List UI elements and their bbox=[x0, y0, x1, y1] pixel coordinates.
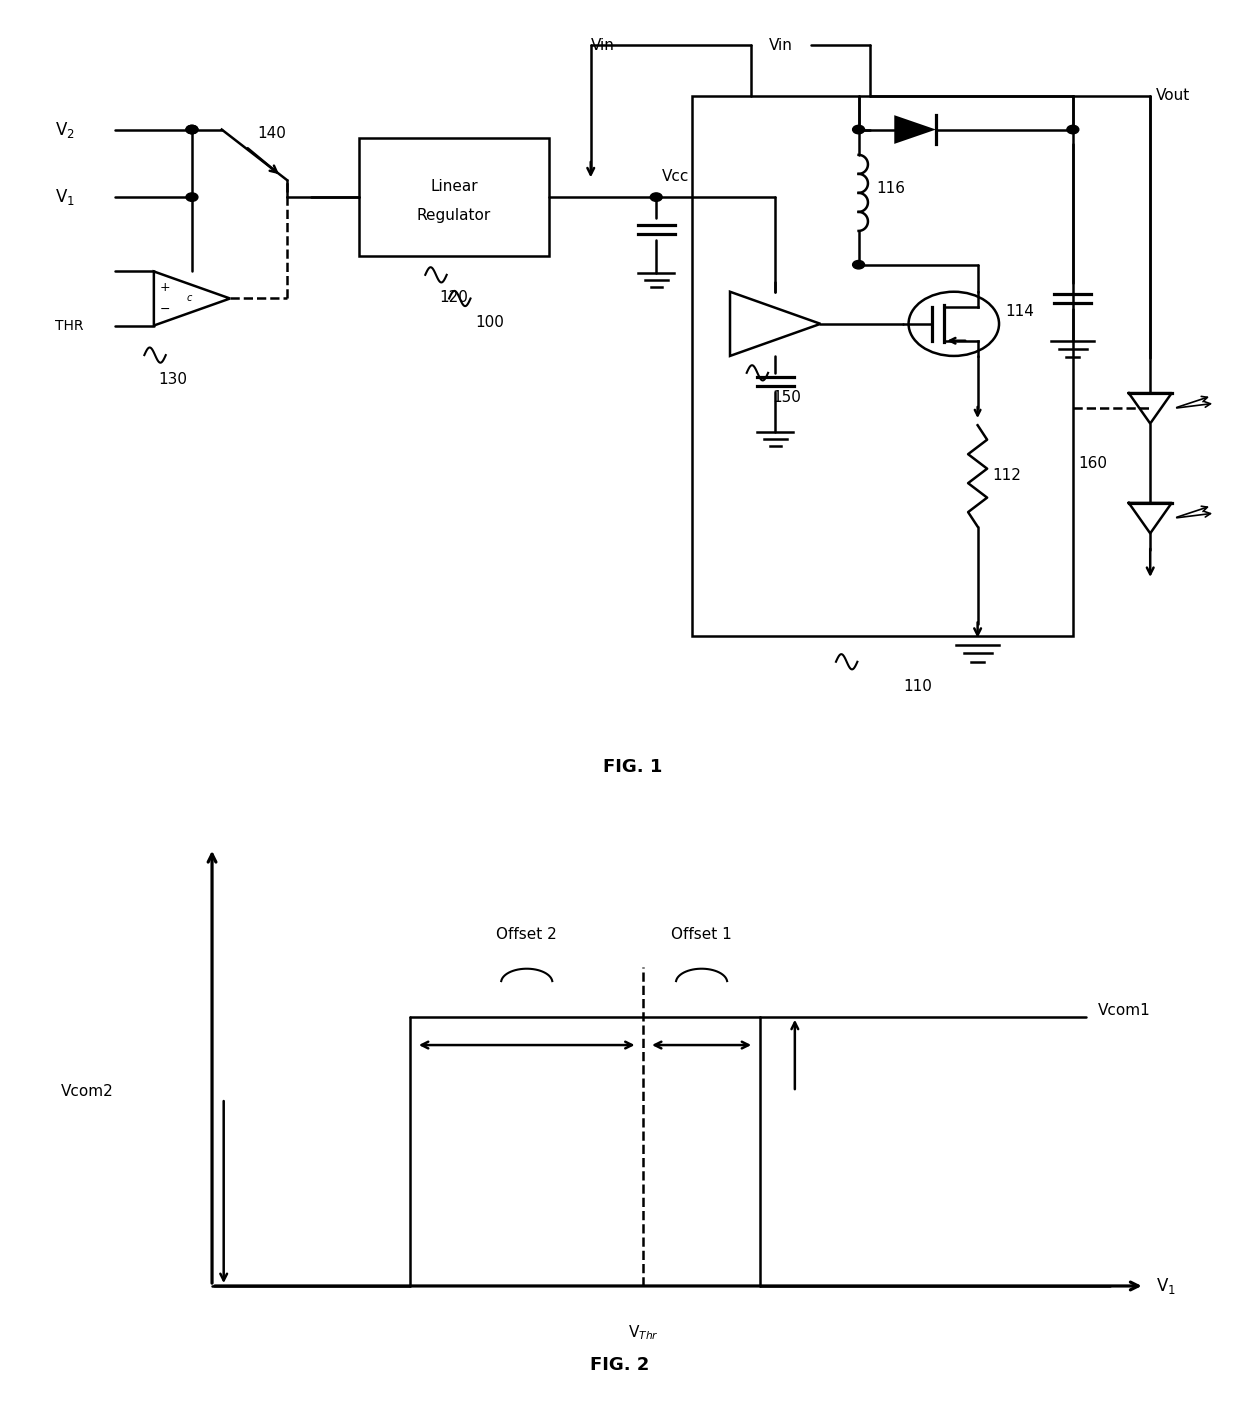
Text: 100: 100 bbox=[475, 315, 503, 331]
Text: V$_2$: V$_2$ bbox=[55, 120, 74, 139]
Circle shape bbox=[853, 260, 864, 269]
Text: Linear: Linear bbox=[430, 179, 477, 194]
Polygon shape bbox=[894, 115, 936, 144]
Text: 112: 112 bbox=[992, 469, 1021, 483]
Circle shape bbox=[853, 125, 864, 134]
Text: 140: 140 bbox=[258, 127, 286, 141]
Text: Vcom1: Vcom1 bbox=[1097, 1002, 1151, 1018]
Text: Vin: Vin bbox=[590, 38, 615, 52]
Circle shape bbox=[186, 125, 198, 134]
Text: Vout: Vout bbox=[1156, 89, 1190, 103]
Text: Vcom2: Vcom2 bbox=[61, 1084, 113, 1100]
Text: 110: 110 bbox=[904, 679, 932, 694]
Circle shape bbox=[186, 193, 198, 201]
Bar bbox=[358, 138, 549, 256]
Text: +: + bbox=[160, 282, 171, 294]
Text: Regulator: Regulator bbox=[417, 208, 491, 224]
Text: 130: 130 bbox=[159, 372, 187, 387]
Text: V$_1$: V$_1$ bbox=[1156, 1276, 1176, 1295]
Text: FIG. 1: FIG. 1 bbox=[603, 758, 662, 776]
Circle shape bbox=[186, 125, 198, 134]
Bar bbox=[692, 96, 1073, 636]
Text: 114: 114 bbox=[1004, 304, 1034, 318]
Text: 116: 116 bbox=[877, 182, 905, 196]
Circle shape bbox=[650, 193, 662, 201]
Text: Offset 2: Offset 2 bbox=[496, 926, 557, 942]
Text: 160: 160 bbox=[1079, 456, 1107, 470]
Text: 150: 150 bbox=[773, 390, 801, 404]
Text: Offset 1: Offset 1 bbox=[671, 926, 732, 942]
Text: Vin: Vin bbox=[769, 38, 794, 52]
Text: V$_1$: V$_1$ bbox=[55, 187, 74, 207]
Text: −: − bbox=[160, 303, 171, 315]
Text: 120: 120 bbox=[439, 290, 469, 306]
Text: c: c bbox=[187, 293, 192, 304]
Text: Vcc: Vcc bbox=[662, 169, 689, 184]
Text: FIG. 2: FIG. 2 bbox=[590, 1356, 650, 1374]
Circle shape bbox=[1066, 125, 1079, 134]
Text: THR: THR bbox=[55, 318, 83, 332]
Text: V$_{Thr}$: V$_{Thr}$ bbox=[627, 1324, 658, 1342]
